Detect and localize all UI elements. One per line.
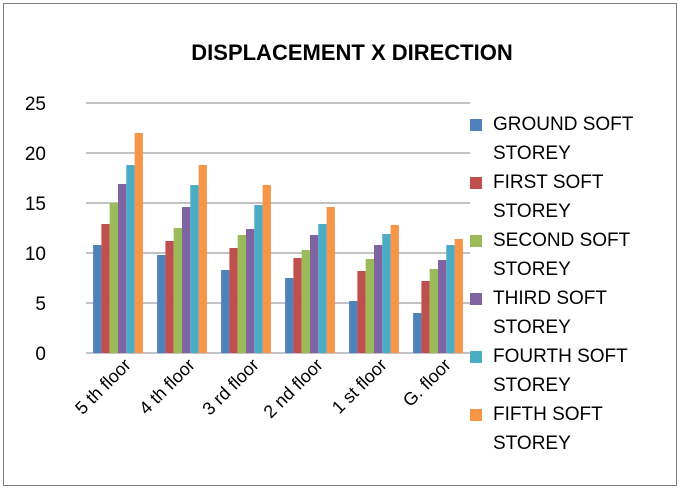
chart-title: DISPLACEMENT X DIRECTION [191,40,512,65]
legend-label: FOURTH SOFT STOREY [493,346,628,396]
bar [413,313,422,353]
legend-label: FIRST SOFT STOREY [493,172,604,222]
gridlines [86,102,470,354]
bar [301,250,310,353]
legend-item: FOURTH SOFT STOREY [470,342,675,400]
bar [109,203,118,353]
x-category-label: 2 nd floor [260,355,327,422]
bar [365,259,374,353]
bar [221,270,230,353]
legend-item: FIRST SOFT STOREY [470,168,675,226]
bar [229,248,238,353]
legend: GROUND SOFT STOREY FIRST SOFT STOREY SECON… [470,110,675,458]
bar [390,225,399,353]
legend-swatch [470,351,482,363]
bar [310,235,319,353]
bar [357,271,366,353]
bar [293,258,302,353]
legend-label: SECOND SOFT STOREY [493,230,630,280]
x-category-label: 5 th floor [71,355,135,419]
legend-label: THIRD SOFT STOREY [493,288,607,338]
y-tick-label: 25 [25,94,46,115]
bar [182,207,191,353]
bar [93,245,102,353]
legend-item: THIRD SOFT STOREY [470,284,675,342]
y-tick-label: 5 [35,294,46,315]
bar [429,269,438,353]
legend-swatch [470,235,482,247]
y-axis-ticks: 0 5 10 15 20 25 [25,94,46,365]
bar [126,165,135,353]
x-category-label: 1 st floor [328,355,391,418]
legend-swatch [470,293,482,305]
bar [382,234,391,353]
bar [438,260,447,353]
legend-label: FIFTH SOFT STOREY [493,404,603,454]
bar [349,301,358,353]
x-category-label: 4 th floor [135,355,199,419]
bar [190,185,199,353]
bar [237,235,246,353]
bar [165,241,174,353]
x-category-label: 3 rd floor [198,355,262,419]
bar [454,239,463,353]
legend-item: GROUND SOFT STOREY [470,110,675,168]
legend-swatch [470,409,482,421]
legend-item: FIFTH SOFT STOREY [470,400,675,458]
bar [262,185,271,353]
bar [173,228,182,353]
bar [198,165,207,353]
legend-swatch [470,177,482,189]
bar [157,255,166,353]
bars [93,133,463,353]
bar [374,245,383,353]
legend-label: GROUND SOFT STOREY [493,114,634,164]
legend-swatch [470,119,482,131]
bar [446,245,455,353]
bar [421,281,430,353]
bar [101,224,110,353]
bar [134,133,143,353]
y-tick-label: 20 [25,144,46,165]
bar [118,184,127,353]
y-tick-label: 0 [35,344,46,365]
bar [254,205,263,353]
bar [318,224,327,353]
bar [246,229,255,353]
y-tick-label: 10 [25,244,46,265]
y-tick-label: 15 [25,194,46,215]
bar [326,207,335,353]
x-category-label: G. floor [399,355,455,411]
legend-item: SECOND SOFT STOREY [470,226,675,284]
bar [285,278,294,353]
